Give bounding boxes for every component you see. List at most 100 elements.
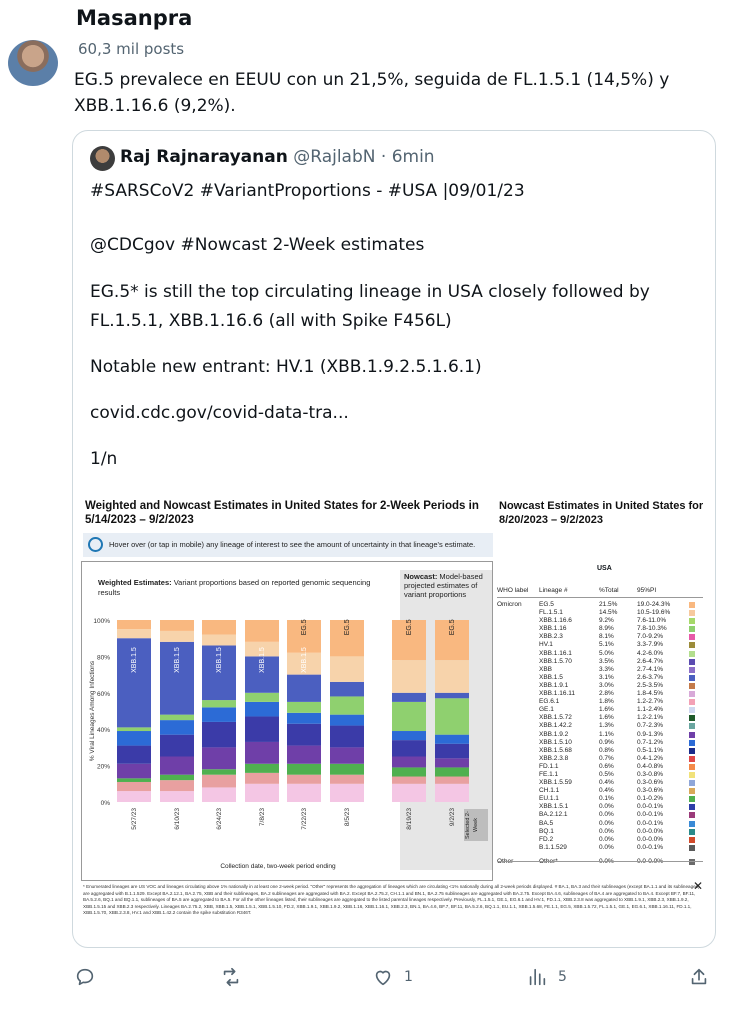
pi-cell: 1.1-2.4% [637, 706, 664, 714]
header-who-label: WHO label [497, 587, 529, 594]
bar-segment [287, 745, 321, 764]
author-avatar[interactable] [8, 40, 58, 86]
lineage-cell: XBB.1.5.10 [539, 738, 572, 746]
total-cell: 1.3% [599, 722, 614, 730]
share-button[interactable] [688, 962, 720, 992]
total-cell: 3.0% [599, 681, 614, 689]
bar-segment [245, 783, 279, 802]
color-swatch [689, 658, 695, 665]
header-pi: 95%PI [637, 587, 657, 594]
table-row: XBB.1.9.1 3.0% 2.5-3.5% [497, 682, 703, 690]
quoted-line-link[interactable]: covid.cdc.gov/covid-data-tra... [90, 403, 349, 423]
lineage-cell: XBB.1.16.11 [539, 690, 576, 698]
y-tick-label: 100% [93, 618, 110, 625]
nowcast-label-text: Model-based projected estimates of varia… [404, 572, 483, 599]
lineage-cell: XBB.1.9.1 [539, 681, 569, 689]
total-cell: 1.1% [599, 730, 614, 738]
bar-segment [330, 747, 364, 764]
lineage-cell: BQ.1 [539, 827, 554, 835]
quoted-line-thread-count: 1/n [90, 449, 118, 469]
total-cell: 0.5% [599, 770, 614, 778]
color-swatch [689, 682, 695, 689]
quoted-line-cdc: @CDCgov #Nowcast 2-Week estimates [90, 235, 425, 255]
lineage-cell: FD.1.1 [539, 762, 559, 770]
bar-segment [435, 758, 469, 768]
total-cell: 0.0% [599, 835, 614, 843]
like-button[interactable]: 1 [372, 962, 413, 992]
bar-segment [202, 721, 236, 748]
total-cell: 14.5% [599, 609, 618, 617]
bar-segment [435, 767, 469, 777]
bar-segment [160, 734, 194, 757]
bar-segment [435, 698, 469, 735]
color-swatch [689, 731, 695, 738]
reply-button[interactable] [74, 962, 106, 992]
table-rows: Omicron EG.5 21.5% 19.0-24.3% FL.1.5.1 14.5% 1… [497, 601, 703, 866]
bar-segment [245, 656, 279, 693]
table-row: Omicron EG.5 21.5% 19.0-24.3% [497, 601, 703, 609]
color-swatch [689, 618, 695, 625]
table-row: XBB.1.16 8.9% 7.8-10.3% [497, 625, 703, 633]
bar-label: EG.5 [406, 619, 413, 635]
table-row: EU.1.1 0.1% 0.1-0.2% [497, 795, 703, 803]
bar-segment [287, 774, 321, 784]
pi-cell: 19.0-24.3% [637, 601, 671, 608]
post-actions: 1 5 [0, 962, 756, 992]
pi-cell: 3.3-7.9% [637, 641, 664, 649]
pi-cell: 7.6-11.0% [637, 617, 667, 625]
total-cell: 1.6% [599, 714, 614, 722]
pi-cell: 0.9-1.3% [637, 730, 664, 738]
bar-segment [202, 787, 236, 802]
bar-segment [160, 774, 194, 781]
quoted-post-header: Raj Rajnarayanan @RajlabN · 6min [120, 147, 435, 167]
quoted-post[interactable]: Raj Rajnarayanan @RajlabN · 6min #SARSCo… [72, 130, 716, 948]
bar-segment [160, 641, 194, 715]
pi-cell: 10.5-19.6% [637, 609, 671, 617]
bar-segment [202, 769, 236, 775]
x-tick-label: 6/24/23 [216, 808, 223, 830]
attached-image[interactable]: Weighted and Nowcast Estimates in United… [81, 491, 709, 937]
table-row: FE.1.1 0.5% 0.3-0.8% [497, 771, 703, 779]
close-icon[interactable]: ✕ [693, 879, 704, 893]
table-row: CH.1.1 0.4% 0.3-0.6% [497, 787, 703, 795]
bar-segment [160, 791, 194, 802]
bar-segment [245, 701, 279, 717]
chart-svg: 0% 20% 40% 60% 80% 100% % Viral Lineages Among… [89, 618, 469, 870]
lineage-cell: XBB.1.16.6 [539, 617, 572, 625]
lineage-cell: XBB.1.16.1 [539, 649, 572, 657]
table-region: USA [597, 565, 612, 572]
repost-button[interactable] [220, 962, 252, 992]
bar-segment [245, 741, 279, 764]
table-row: XBB.1.5.72 1.6% 1.2-2.1% [497, 714, 703, 722]
lineage-cell: XBB [539, 665, 553, 673]
lineage-cell: XBB.1.9.2 [539, 730, 569, 738]
pi-cell: 4.2-6.0% [637, 649, 664, 657]
bar-segment [330, 681, 364, 697]
bar-segment [202, 645, 236, 701]
quoted-line-summary: EG.5* is still the top circulating linea… [90, 282, 650, 331]
bar-segment [245, 763, 279, 773]
bar-segment [330, 763, 364, 775]
table-row: GE.1 1.6% 1.1-2.4% [497, 706, 703, 714]
lineage-cell: XBB.1.5.1 [539, 803, 569, 811]
table-row: EG.6.1 1.8% 1.2-2.7% [497, 698, 703, 706]
bar-segment [287, 674, 321, 702]
total-cell: 9.2% [599, 617, 614, 625]
pi-cell: 0.0-0.1% [637, 819, 664, 827]
bar-segment [392, 731, 426, 741]
table-row: FD.2 0.0% 0.0-0.0% [497, 836, 703, 844]
total-cell: 0.0% [599, 819, 614, 827]
color-swatch [689, 828, 695, 835]
bar-label: XBB.1.5 [131, 647, 138, 673]
bar-segment [330, 620, 364, 657]
color-swatch [689, 602, 695, 608]
repost-icon [223, 967, 239, 987]
color-swatch [689, 788, 695, 795]
author-name[interactable]: Masanpra [76, 6, 193, 30]
views-button[interactable]: 5 [526, 962, 567, 992]
pi-cell: 0.0-0.1% [637, 843, 664, 851]
color-swatch [689, 691, 695, 698]
bar-segment [117, 781, 151, 792]
lineage-cell: XBB.1.5.68 [539, 746, 572, 754]
nowcast-table: USA WHO label Lineage # %Total 95%PI Omi… [497, 561, 707, 881]
